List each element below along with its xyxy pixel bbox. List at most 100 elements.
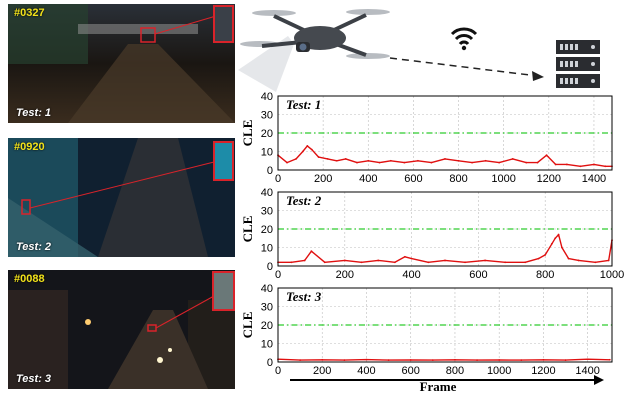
x-tick-label: 1000 [600,269,624,281]
x-axis-label: Frame [420,379,457,393]
x-tick-label: 200 [313,365,331,377]
cle-data-point [344,158,347,160]
x-tick-label: 400 [357,365,375,377]
x-tick-label: 400 [402,269,420,281]
cle-data-point [607,259,610,262]
cle-data-point [295,158,297,160]
cle-data-point [387,359,390,362]
cle-data-point [593,163,595,166]
y-tick-label: 20 [261,320,273,332]
x-tick-label: 0 [275,269,281,281]
cle-data-point [476,359,478,362]
transmission-link [389,57,539,77]
cle-data-point [537,257,540,260]
cle-data-point [317,156,320,158]
y-tick-label: 10 [261,339,273,351]
x-tick-label: 200 [314,173,332,185]
x-tick-label: 0 [275,365,281,377]
cle-data-point [550,242,553,245]
x-tick-label: 800 [446,365,464,377]
x-tick-label: 800 [536,269,554,281]
cle-series-line [277,358,610,361]
x-tick-label: 1000 [491,173,515,185]
cle-data-point [544,254,547,256]
cle-data-point [520,359,523,362]
y-axis-label: CLE [240,312,255,339]
test-label: Test: 2 [16,241,52,253]
chart-title: Test: 3 [286,289,322,304]
cle-data-point [444,158,446,160]
y-tick-label: 30 [261,302,273,314]
cle-data-point [365,358,368,361]
cle-data-point [457,159,460,162]
cle-data-point [536,161,539,164]
test-label: Test: 1 [16,107,52,119]
frame-id: #0327 [14,7,45,19]
cle-data-point [356,161,358,164]
cle-data-point [454,358,456,361]
x-tick-label: 1400 [582,173,606,185]
uav-transmission-illustration [238,9,600,92]
x-tick-label: 800 [449,173,467,185]
plot-frame [277,287,613,363]
cle-data-point [579,165,582,168]
night-scene-2 [8,138,235,257]
cle-data-point [310,148,313,151]
cle-data-point [367,159,370,162]
cle-data-point [310,250,313,253]
cle-data-point [377,259,380,262]
cle-data-point [306,145,309,147]
cle-data-point [410,257,413,260]
plot-frame [277,191,613,267]
wifi-icon [450,27,478,51]
y-tick-label: 40 [261,187,273,199]
x-tick-label: 1000 [487,365,511,377]
x-tick-label: 1200 [537,173,561,185]
x-tick-label: 600 [404,173,422,185]
cle-data-point [430,161,433,164]
cle-data-point [290,261,293,264]
frame-axis-arrowhead [594,375,604,385]
night-scene-3 [8,270,235,389]
cle-data-point [567,257,570,260]
test-label: Test: 3 [16,373,52,385]
cle-data-point [444,259,446,262]
cle-data-point [484,159,487,162]
cle-series-line [277,145,612,168]
cle-data-point [286,161,288,164]
cle-data-point [542,358,545,361]
x-tick-label: 600 [469,269,487,281]
cle-data-point [554,163,557,166]
x-tick-label: 1400 [575,365,599,377]
cle-data-point [326,158,329,160]
frame-id: #0920 [14,141,45,153]
cle-data-point [360,261,363,264]
cle-data-point [564,359,567,362]
cle-data-point [303,259,306,262]
cle-data-point [321,358,324,361]
cle-data-point [301,150,304,153]
y-axis-label: CLE [240,216,255,243]
cle-series-line [278,233,613,263]
cle-data-point [404,255,406,258]
cle-data-point [604,165,607,168]
uav-frame-3: #0088 Test: 3 [8,270,235,389]
cle-data-point [471,161,473,164]
x-tick-label: 400 [359,173,377,185]
cle-data-point [323,261,326,264]
cle-data-point [427,261,430,264]
cle-data-point [608,358,611,361]
cle-data-point [504,261,507,264]
cle-data-point [554,237,557,240]
cle-data-point [378,161,381,164]
cle-data-point [545,154,548,157]
uav-frame-2: #0920 Test: 2 [8,138,235,257]
cle-data-point [299,359,302,362]
plot-frame [277,95,613,171]
y-tick-label: 10 [261,243,273,255]
cle-data-point [409,359,412,361]
cle-data-point [525,161,528,164]
cle-data-point [565,163,568,166]
y-tick-label: 0 [267,261,273,273]
camera-view-cone [238,36,294,92]
